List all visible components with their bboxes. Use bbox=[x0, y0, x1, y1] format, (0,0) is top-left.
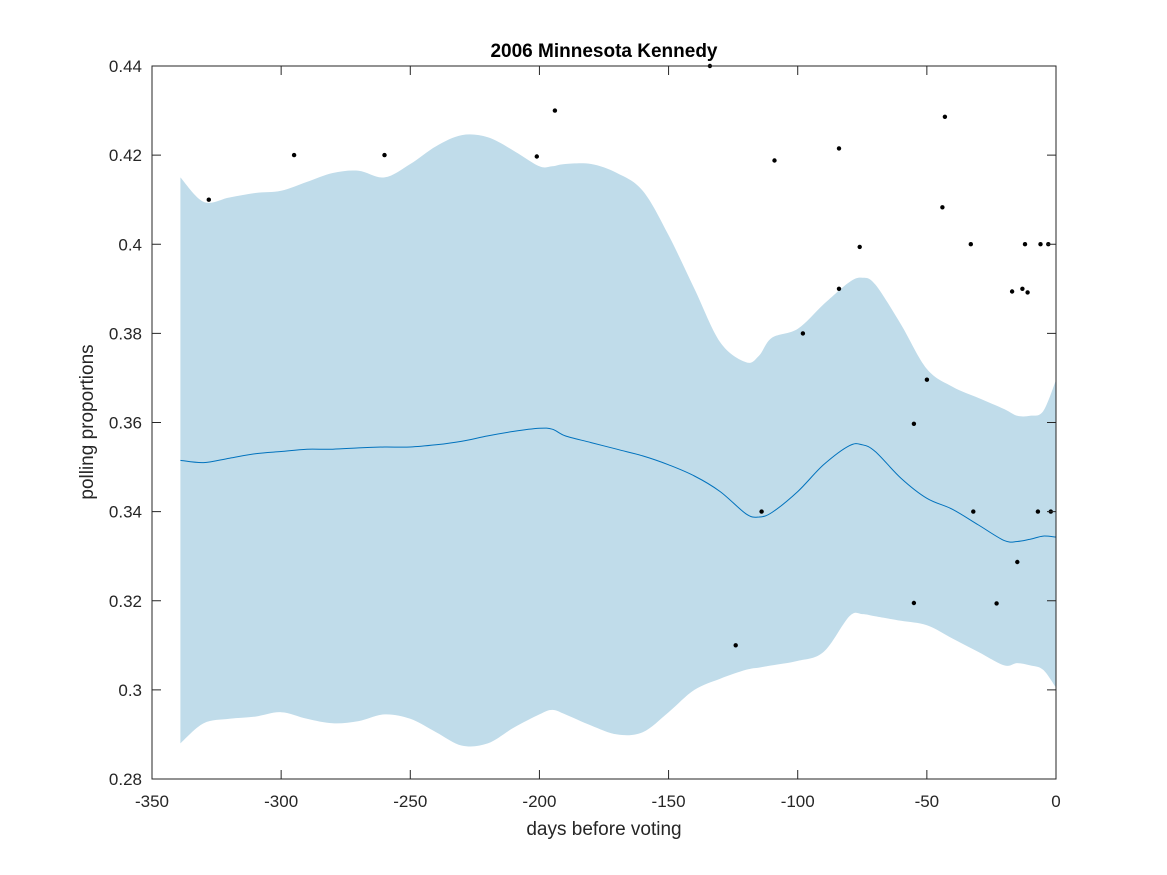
y-tick-label: 0.32 bbox=[109, 592, 142, 611]
data-point bbox=[1025, 290, 1030, 295]
confidence-band bbox=[180, 134, 1056, 747]
x-tick-label: -300 bbox=[264, 792, 298, 811]
y-axis-label: polling proportions bbox=[77, 344, 98, 499]
x-axis-label: days before voting bbox=[526, 819, 681, 840]
data-point bbox=[1022, 242, 1028, 247]
data-point bbox=[911, 421, 917, 426]
data-point bbox=[971, 509, 976, 514]
y-tick-label: 0.36 bbox=[109, 414, 142, 433]
data-point bbox=[552, 108, 558, 113]
data-point bbox=[924, 377, 930, 382]
data-point bbox=[1038, 242, 1043, 247]
data-point bbox=[772, 158, 777, 163]
data-point bbox=[534, 154, 539, 159]
x-tick-label: -250 bbox=[393, 792, 427, 811]
x-tick-label: -100 bbox=[781, 792, 815, 811]
data-point bbox=[800, 331, 806, 336]
data-point bbox=[382, 152, 387, 158]
ticks: -350 -300 -250 -200 -150 -100 -50 0 0.28 0.3 0.32 0… bbox=[109, 57, 1061, 811]
x-tick-label: -150 bbox=[652, 792, 686, 811]
data-point bbox=[836, 286, 842, 291]
y-tick-label: 0.34 bbox=[109, 503, 142, 522]
data-point bbox=[836, 146, 842, 151]
y-tick-label: 0.42 bbox=[109, 146, 142, 165]
x-tick-label: -50 bbox=[915, 792, 940, 811]
y-tick-label: 0.3 bbox=[118, 681, 142, 700]
data-points-layer bbox=[206, 63, 1054, 648]
mean-line bbox=[180, 427, 1057, 543]
data-point bbox=[857, 244, 862, 250]
data-point bbox=[291, 152, 297, 158]
x-tick-label: -350 bbox=[135, 792, 169, 811]
data-point bbox=[968, 242, 973, 247]
mean-line-layer bbox=[180, 427, 1057, 543]
data-point bbox=[940, 205, 945, 210]
data-point bbox=[206, 197, 211, 202]
data-point bbox=[1035, 509, 1041, 514]
y-tick-label: 0.28 bbox=[109, 770, 142, 789]
y-tick-label: 0.4 bbox=[118, 235, 142, 254]
confidence-band-layer bbox=[180, 134, 1056, 747]
x-tick-label: -200 bbox=[522, 792, 556, 811]
y-tick-label: 0.38 bbox=[109, 324, 142, 343]
data-point bbox=[942, 114, 948, 120]
y-tick-label: 0.44 bbox=[109, 57, 142, 76]
data-point bbox=[1015, 559, 1020, 565]
data-point bbox=[733, 643, 738, 648]
data-point bbox=[994, 601, 999, 606]
data-point bbox=[911, 600, 917, 606]
data-point bbox=[1020, 286, 1025, 291]
chart-title: 2006 Minnesota Kennedy bbox=[490, 41, 717, 62]
data-point bbox=[759, 509, 764, 514]
data-point bbox=[1009, 289, 1015, 294]
x-tick-label: 0 bbox=[1051, 792, 1060, 811]
